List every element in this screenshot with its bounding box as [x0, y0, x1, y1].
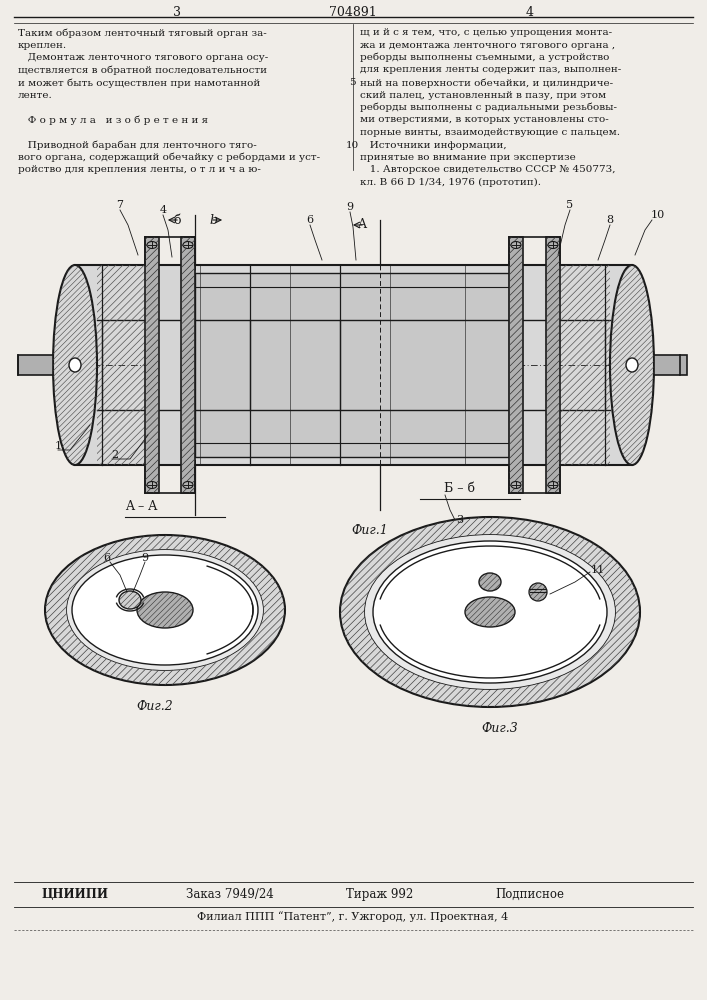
Ellipse shape: [548, 482, 558, 488]
Ellipse shape: [45, 535, 285, 685]
Text: 1. Авторское свидетельство СССР № 450773,: 1. Авторское свидетельство СССР № 450773…: [360, 165, 616, 174]
Text: A: A: [358, 219, 366, 232]
Text: реборды выполнены съемными, а устройство: реборды выполнены съемными, а устройство: [360, 53, 609, 62]
Ellipse shape: [67, 550, 263, 670]
Text: 6: 6: [306, 215, 314, 225]
Ellipse shape: [548, 241, 558, 248]
Text: Источники информации,: Источники информации,: [360, 140, 507, 149]
Text: кл. B 66 D 1/34, 1976 (прототип).: кл. B 66 D 1/34, 1976 (прототип).: [360, 178, 541, 187]
Text: ЦНИИПИ: ЦНИИПИ: [42, 888, 108, 901]
Text: Тираж 992: Тираж 992: [346, 888, 414, 901]
Text: 9: 9: [141, 553, 148, 563]
Text: Заказ 7949/24: Заказ 7949/24: [186, 888, 274, 901]
Text: 10: 10: [651, 210, 665, 220]
Bar: [145, 237, 159, 493]
Ellipse shape: [147, 241, 157, 248]
Bar: [654, 355, 687, 375]
Ellipse shape: [465, 597, 515, 627]
Text: 4: 4: [526, 5, 534, 18]
Text: Фиг.1: Фиг.1: [351, 524, 388, 536]
Ellipse shape: [479, 573, 501, 591]
Ellipse shape: [340, 517, 640, 707]
Text: 3: 3: [457, 515, 464, 525]
Ellipse shape: [365, 535, 615, 689]
Text: реборды выполнены с радиальными резьбовы-: реборды выполнены с радиальными резьбовы…: [360, 103, 617, 112]
Ellipse shape: [529, 583, 547, 601]
Text: 704891: 704891: [329, 5, 377, 18]
Text: 8: 8: [607, 215, 614, 225]
Text: b: b: [209, 214, 217, 227]
Text: 10: 10: [346, 140, 358, 149]
Text: Ф о р м у л а   и з о б р е т е н и я: Ф о р м у л а и з о б р е т е н и я: [18, 115, 208, 125]
Ellipse shape: [511, 482, 521, 488]
Text: 7: 7: [117, 200, 124, 210]
Text: щ и й с я тем, что, с целью упрощения монта-: щ и й с я тем, что, с целью упрощения мо…: [360, 28, 612, 37]
Text: Фиг.2: Фиг.2: [136, 700, 173, 713]
Ellipse shape: [511, 241, 521, 248]
Ellipse shape: [183, 241, 193, 248]
Text: ленте.: ленте.: [18, 91, 53, 100]
Text: 11: 11: [591, 565, 605, 575]
Ellipse shape: [147, 482, 157, 488]
Text: ский палец, установленный в пазу, при этом: ский палец, установленный в пазу, при эт…: [360, 91, 606, 100]
Ellipse shape: [373, 541, 607, 683]
Bar: [195, 273, 509, 457]
Text: 3: 3: [173, 5, 181, 18]
Text: Филиал ППП “Патент”, г. Ужгород, ул. Проектная, 4: Филиал ППП “Патент”, г. Ужгород, ул. Про…: [197, 911, 508, 922]
Text: Б-б: Б-б: [450, 526, 470, 540]
Text: 2: 2: [112, 450, 119, 460]
Text: Приводной барабан для ленточного тяго-: Приводной барабан для ленточного тяго-: [18, 140, 257, 150]
Text: вого органа, содержащий обечайку с ребордами и уст-: вого органа, содержащий обечайку с ребор…: [18, 153, 320, 162]
Text: Демонтаж ленточного тягового органа осу-: Демонтаж ленточного тягового органа осу-: [18, 53, 268, 62]
Ellipse shape: [67, 550, 263, 670]
Text: A – A: A – A: [125, 500, 157, 513]
Text: б: б: [173, 214, 181, 227]
Text: ройство для крепления ленты, о т л и ч а ю-: ройство для крепления ленты, о т л и ч а…: [18, 165, 261, 174]
Text: Таким образом ленточный тяговый орган за-: Таким образом ленточный тяговый орган за…: [18, 28, 267, 37]
Ellipse shape: [69, 358, 81, 372]
Ellipse shape: [53, 265, 97, 465]
Bar: [546, 237, 560, 493]
Text: 4: 4: [160, 205, 167, 215]
Text: для крепления ленты содержит паз, выполнен-: для крепления ленты содержит паз, выполн…: [360, 66, 621, 75]
Text: 9: 9: [346, 202, 354, 212]
Ellipse shape: [183, 482, 193, 488]
Ellipse shape: [365, 535, 615, 689]
Text: жа и демонтажа ленточного тягового органа ,: жа и демонтажа ленточного тягового орган…: [360, 40, 615, 49]
Ellipse shape: [610, 265, 654, 465]
Text: 5: 5: [566, 200, 573, 210]
Bar: [75, 265, 632, 465]
Text: Подписное: Подписное: [496, 888, 564, 901]
Text: ный на поверхности обечайки, и цилиндриче-: ный на поверхности обечайки, и цилиндрич…: [360, 78, 613, 88]
Text: 1: 1: [54, 441, 62, 451]
Ellipse shape: [119, 591, 141, 609]
Text: Фиг.3: Фиг.3: [481, 722, 518, 735]
Bar: [97, 320, 610, 410]
Text: креплен.: креплен.: [18, 40, 67, 49]
Text: и может быть осуществлен при намотанной: и может быть осуществлен при намотанной: [18, 78, 260, 88]
Text: принятые во внимание при экспертизе: принятые во внимание при экспертизе: [360, 153, 575, 162]
Text: 5: 5: [349, 78, 356, 87]
Bar: [509, 237, 523, 493]
Ellipse shape: [626, 358, 638, 372]
Ellipse shape: [137, 592, 193, 628]
Bar: [18, 355, 53, 375]
Text: ществляется в обратной последовательности: ществляется в обратной последовательност…: [18, 66, 267, 75]
Bar: [159, 270, 181, 460]
Text: ми отверстиями, в которых установлены сто-: ми отверстиями, в которых установлены ст…: [360, 115, 609, 124]
Ellipse shape: [72, 555, 258, 665]
Text: порные винты, взаимодействующие с пальцем.: порные винты, взаимодействующие с пальце…: [360, 128, 620, 137]
Bar: [181, 237, 195, 493]
Text: 6: 6: [103, 553, 110, 563]
Text: Б – б: Б – б: [445, 482, 476, 495]
